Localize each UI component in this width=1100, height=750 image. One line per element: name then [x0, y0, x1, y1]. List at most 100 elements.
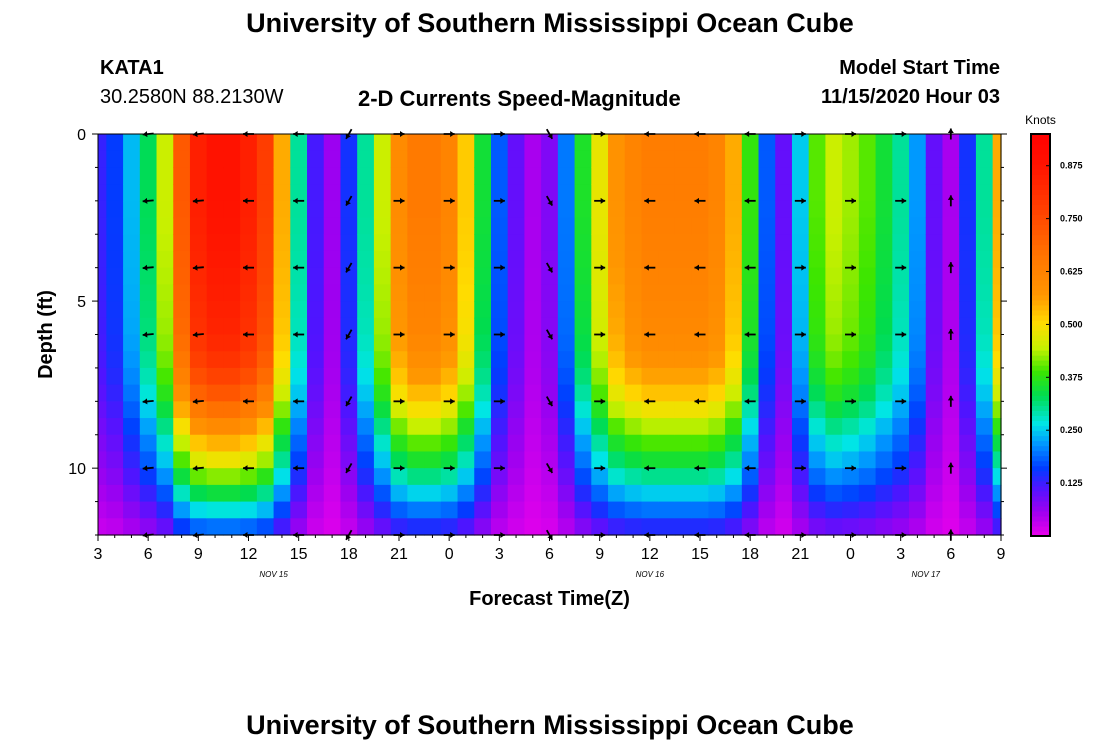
heatmap-cell: [591, 301, 609, 319]
heatmap-cell: [708, 501, 726, 519]
current-arrow-head: [243, 331, 248, 338]
heatmap-cell: [725, 384, 743, 402]
heatmap-cell: [273, 267, 291, 285]
heatmap-cell: [959, 267, 977, 285]
colorbar-band: [1031, 530, 1050, 537]
heatmap-cell: [407, 134, 425, 152]
heatmap-cell: [658, 317, 676, 336]
heatmap-cell: [641, 418, 659, 436]
heatmap-cell: [791, 484, 810, 503]
colorbar-band: [1031, 470, 1050, 477]
heatmap-cell: [909, 301, 927, 319]
heatmap-cell: [875, 234, 893, 252]
heatmap-cell: [708, 150, 726, 169]
heatmap-cell: [307, 217, 325, 235]
heatmap-cell: [674, 401, 693, 419]
heatmap-cell: [892, 418, 910, 436]
heatmap-cell: [658, 217, 676, 235]
heatmap-cell: [925, 317, 944, 336]
current-arrow-head: [851, 398, 856, 405]
heatmap-cell: [98, 184, 107, 202]
x-tick-label: 0: [846, 546, 855, 563]
heatmap-cell: [741, 234, 760, 252]
heatmap-cell: [541, 234, 559, 252]
heatmap-cell: [173, 518, 191, 536]
heatmap-cell: [624, 150, 643, 169]
heatmap-cell: [674, 167, 693, 185]
heatmap-cell: [858, 250, 877, 269]
heatmap-cell: [858, 434, 877, 453]
heatmap-cell: [574, 184, 592, 202]
heatmap-cell: [373, 184, 392, 202]
heatmap-cell: [139, 200, 158, 219]
heatmap-cell: [139, 284, 158, 302]
heatmap-cell: [440, 134, 459, 152]
heatmap-cell: [608, 134, 626, 152]
heatmap-cell: [156, 418, 174, 436]
heatmap-cell: [959, 434, 977, 453]
heatmap-cell: [775, 367, 793, 386]
heatmap-cell: [725, 267, 743, 285]
heatmap-cell: [909, 367, 927, 386]
heatmap-cell: [490, 284, 509, 302]
heatmap-cell: [424, 384, 442, 402]
heatmap-cell: [123, 184, 141, 202]
heatmap-cell: [357, 434, 375, 453]
heatmap-cell: [591, 351, 609, 369]
heatmap-cell: [758, 167, 776, 185]
heatmap-cell: [858, 301, 877, 319]
heatmap-cell: [340, 468, 358, 486]
heatmap-cell: [557, 351, 576, 369]
heatmap-cell: [942, 401, 960, 419]
heatmap-cell: [173, 301, 191, 319]
heatmap-cell: [206, 484, 225, 503]
heatmap-cell: [658, 150, 676, 169]
heatmap-cell: [173, 167, 191, 185]
heatmap-cell: [591, 451, 609, 469]
heatmap-cell: [189, 468, 208, 486]
colorbar-band: [1031, 335, 1050, 341]
heatmap-cell: [925, 468, 944, 486]
heatmap-cell: [390, 250, 408, 269]
heatmap-cell: [791, 167, 810, 185]
x-tick-label: 18: [741, 546, 759, 563]
heatmap-cell: [641, 134, 659, 152]
heatmap-cell: [340, 451, 358, 469]
heatmap-cell: [256, 217, 275, 235]
heatmap-cell: [524, 250, 542, 269]
heatmap-cell: [407, 484, 425, 503]
heatmap-cell: [106, 401, 124, 419]
heatmap-cell: [290, 267, 308, 285]
heatmap-cell: [875, 367, 893, 386]
heatmap-cell: [925, 217, 944, 235]
heatmap-cell: [507, 401, 526, 419]
heatmap-cell: [123, 351, 141, 369]
heatmap-cell: [591, 384, 609, 402]
heatmap-cell: [725, 217, 743, 235]
heatmap-cell: [641, 501, 659, 519]
colorbar-band: [1031, 289, 1050, 296]
heatmap-cell: [674, 284, 693, 302]
colorbar-band: [1031, 254, 1050, 261]
heatmap-cell: [457, 267, 475, 285]
heatmap-cell: [674, 301, 693, 319]
heatmap-cell: [758, 150, 776, 169]
heatmap-cell: [240, 367, 258, 386]
heatmap-cell: [373, 217, 392, 235]
heatmap-cell: [608, 284, 626, 302]
heatmap-cell: [524, 501, 542, 519]
heatmap-cell: [858, 418, 877, 436]
current-arrow-head: [293, 264, 298, 271]
heatmap-cell: [256, 468, 275, 486]
x-tick-label: 21: [791, 546, 809, 563]
heatmap-cell: [323, 317, 342, 336]
heatmap-cell: [340, 367, 358, 386]
heatmap-cell: [909, 167, 927, 185]
heatmap-cell: [524, 234, 542, 252]
heatmap-cell: [708, 234, 726, 252]
heatmap-cell: [591, 434, 609, 453]
heatmap-cell: [240, 518, 258, 536]
heatmap-cell: [574, 284, 592, 302]
heatmap-cell: [256, 250, 275, 269]
colorbar-band: [1031, 219, 1050, 226]
